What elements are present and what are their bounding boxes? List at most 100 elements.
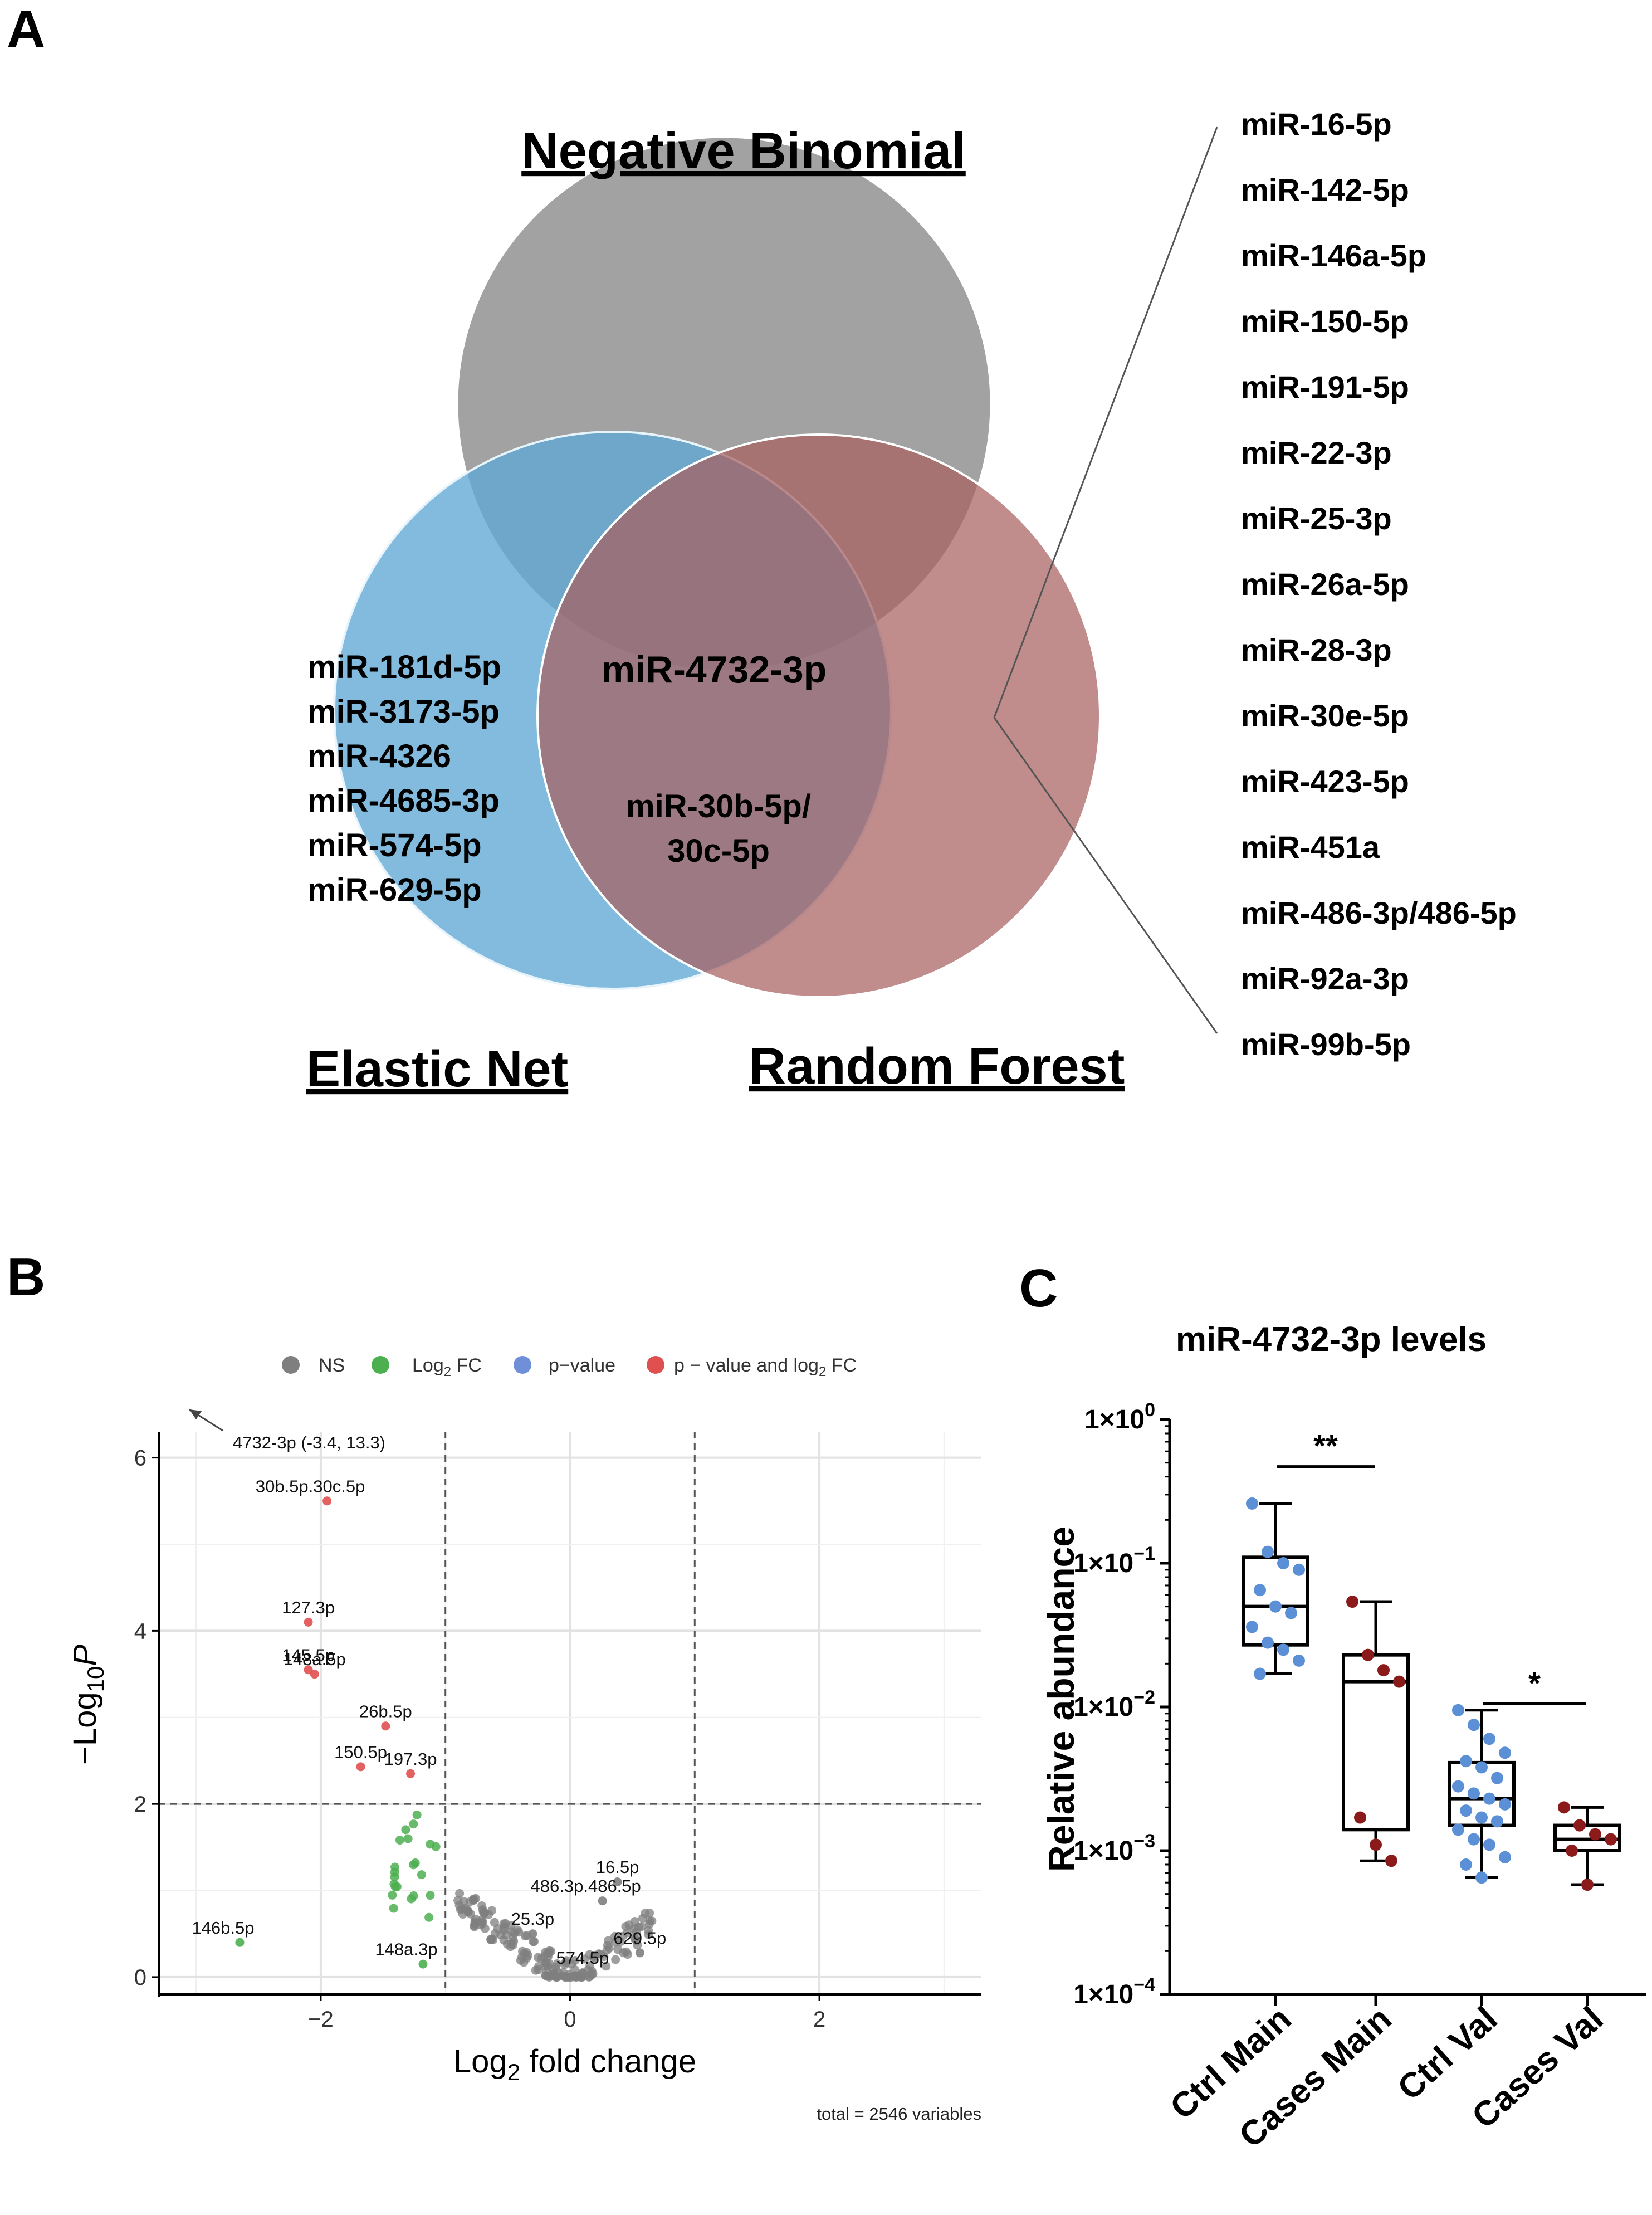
ns-point — [637, 1922, 646, 1931]
green-point — [390, 1867, 399, 1877]
box-data-point — [1246, 1497, 1258, 1510]
box-data-point — [1475, 1811, 1488, 1824]
volcano-threshold-lines — [159, 1432, 981, 1994]
green-point — [390, 1882, 400, 1891]
random-mir: miR-16-5p — [1241, 106, 1392, 142]
ns-point — [486, 1935, 496, 1945]
point-label: 145.5p — [282, 1645, 335, 1665]
point-label: 25.3p — [511, 1909, 555, 1929]
labeled-point — [598, 1896, 607, 1906]
callout-lines — [993, 126, 1218, 1034]
box-data-point — [1581, 1879, 1594, 1891]
box-data-point — [1452, 1780, 1464, 1793]
box-data-point — [1354, 1811, 1366, 1824]
box-iqr — [1342, 1653, 1410, 1832]
ns-point — [599, 1952, 609, 1962]
point-label: 150.5p — [334, 1742, 387, 1762]
panel-letter-b: B — [7, 1247, 45, 1307]
random-mir: miR-451a — [1241, 830, 1380, 865]
point-label: 30b.5p.30c.5p — [256, 1476, 365, 1496]
box-data-point — [1262, 1545, 1274, 1558]
labeled-point — [406, 1769, 416, 1778]
elastic-mir: miR-629-5p — [307, 872, 482, 908]
ns-point — [539, 1952, 549, 1962]
box-significance: *** — [1277, 1428, 1586, 1706]
box-data-point — [1460, 1858, 1472, 1871]
box-data-point — [1452, 1704, 1464, 1716]
box-data-point — [1499, 1798, 1511, 1811]
box-data-point — [1499, 1851, 1511, 1863]
ns-point — [588, 1969, 598, 1978]
ns-point — [622, 1928, 632, 1938]
box-plots — [1242, 1497, 1621, 1891]
green-point — [424, 1912, 434, 1922]
box-data-point — [1254, 1584, 1266, 1597]
random-mir: miR-142-5p — [1241, 172, 1409, 207]
venn-diagram — [333, 135, 1101, 998]
point-label: 574.5p — [556, 1948, 609, 1968]
box-data-point — [1468, 1719, 1480, 1731]
y-tick-label: 4 — [134, 1619, 146, 1643]
ns-point — [502, 1939, 512, 1949]
box-data-point — [1475, 1871, 1488, 1884]
legend-dot-pvalue-and-log2fc — [647, 1356, 664, 1374]
green-point — [395, 1835, 404, 1845]
point-label: 16.5p — [596, 1857, 639, 1877]
green-point — [426, 1840, 435, 1849]
legend-label-pvalue: p−value — [549, 1355, 615, 1376]
volcano-footer: total = 2546 variables — [817, 2104, 981, 2124]
random-mir: miR-26a-5p — [1241, 567, 1409, 602]
ns-point — [611, 1955, 620, 1964]
box-data-point — [1483, 1838, 1495, 1851]
box-data-point — [1605, 1833, 1617, 1846]
ns-point — [551, 1972, 561, 1982]
green-point — [407, 1894, 416, 1904]
ns-point — [602, 1962, 611, 1971]
legend-label-log2fc: Log2 FC — [412, 1355, 482, 1379]
random-mir: miR-99b-5p — [1241, 1027, 1411, 1062]
box-data-point — [1475, 1761, 1488, 1774]
labeled-point — [578, 1968, 587, 1978]
significance-label: * — [1528, 1666, 1541, 1701]
box-data-point — [1293, 1654, 1305, 1667]
random-mir: miR-146a-5p — [1241, 238, 1426, 273]
x-tick-label: 2 — [813, 2007, 825, 2032]
box-y-tick-label: 1×100 — [1084, 1399, 1155, 1435]
box-y-axis-label: Relative abundance — [1040, 1526, 1082, 1872]
ns-point — [545, 1972, 554, 1982]
ns-point — [480, 1909, 489, 1918]
box-data-point — [1452, 1823, 1464, 1836]
ns-point — [531, 1965, 540, 1975]
green-point — [426, 1891, 435, 1900]
elastic-only-list: miR-181d-5p miR-3173-5p miR-4326 miR-468… — [307, 649, 501, 908]
elastic-mir: miR-574-5p — [307, 827, 482, 863]
labeled-point — [613, 1877, 622, 1886]
green-point — [409, 1819, 418, 1829]
significance-label: ** — [1313, 1428, 1338, 1463]
ns-point — [615, 1937, 625, 1946]
ns-point — [490, 1918, 499, 1927]
box-data-point — [1566, 1845, 1578, 1857]
point-label: 629.5p — [613, 1928, 666, 1948]
volcano-points — [235, 1496, 657, 1982]
legend-dot-pvalue — [514, 1356, 531, 1374]
ns-point — [638, 1914, 647, 1923]
green-point — [417, 1870, 426, 1880]
ns-point — [613, 1945, 623, 1954]
point-label: 148a.3p — [375, 1940, 437, 1959]
legend-label-pvalue-and-log2fc: p − value and log2 FC — [674, 1355, 857, 1379]
elastic-random-mir: miR-30b-5p/ — [626, 788, 811, 824]
venn-title-negative-binomial: Negative Binomial — [521, 123, 966, 179]
labeled-point — [322, 1496, 332, 1506]
ns-point — [553, 1959, 562, 1969]
volcano-legend: NS Log2 FC p−value p − value and log2 FC — [282, 1355, 857, 1379]
elastic-mir: miR-3173-5p — [307, 694, 500, 730]
box-data-point — [1262, 1636, 1274, 1649]
ns-point — [471, 1914, 480, 1924]
ns-point — [544, 1958, 554, 1968]
ns-point — [645, 1916, 654, 1926]
box-data-point — [1483, 1733, 1495, 1745]
labeled-point — [635, 1948, 644, 1958]
ns-point — [580, 1954, 589, 1964]
